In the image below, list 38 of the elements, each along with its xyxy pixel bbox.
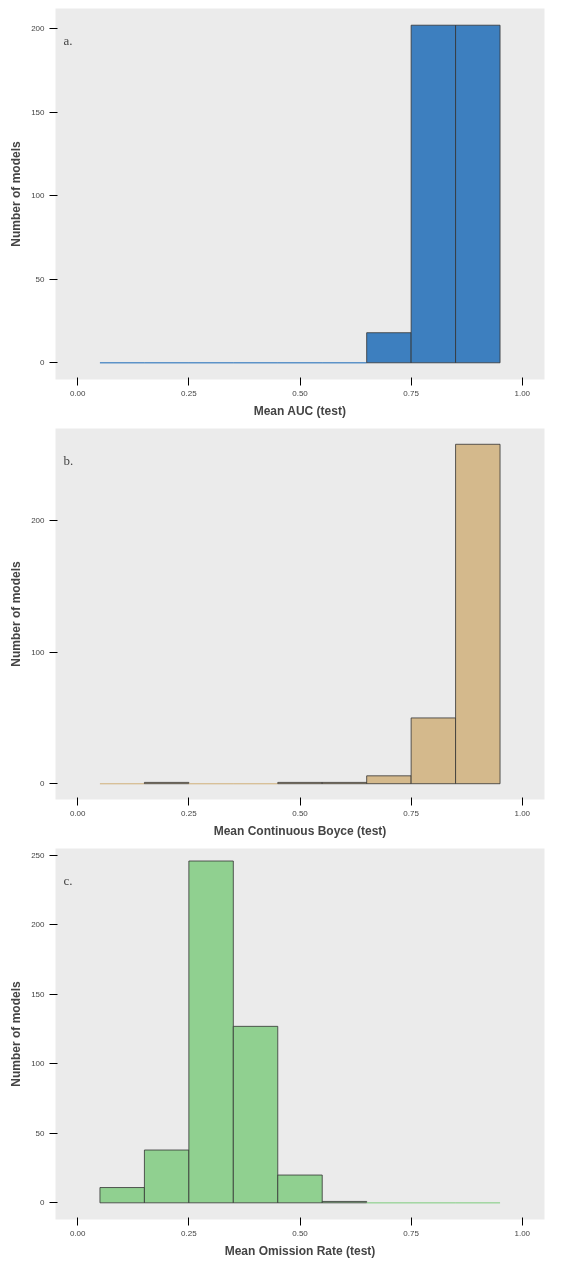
x-tick-label: 0.25 <box>181 388 198 398</box>
x-tick-label: 0.50 <box>292 808 309 818</box>
y-tick-label: 100 <box>31 647 46 657</box>
x-tick-label: 0.75 <box>403 808 420 818</box>
y-tick-label: 50 <box>35 1128 46 1138</box>
y-tick-label: 150 <box>31 989 46 999</box>
y-tick-label: 50 <box>35 274 46 284</box>
y-tick-label: 100 <box>31 191 46 201</box>
x-tick-label: 0.50 <box>292 388 309 398</box>
x-axis-title: Mean Continuous Boyce (test) <box>213 823 387 838</box>
y-axis-title: Number of models <box>9 561 24 667</box>
x-tick-label: 0.00 <box>69 1228 87 1238</box>
y-axis-title: Number of models <box>9 141 24 247</box>
x-tick-label: 1.00 <box>514 388 531 398</box>
y-tick-label: 200 <box>31 516 46 526</box>
y-tick-label: 0 <box>40 358 46 368</box>
y-tick-label: 0 <box>40 779 46 789</box>
x-tick-label: 1.00 <box>514 1228 531 1238</box>
annotation: a. <box>63 32 73 48</box>
x-axis-title: Mean AUC (test) <box>253 403 346 418</box>
x-tick-label: 0.00 <box>69 808 87 818</box>
x-tick-label: 0.75 <box>403 1228 420 1238</box>
y-tick-label: 250 <box>31 850 46 860</box>
y-tick-label: 200 <box>31 920 46 930</box>
y-tick-label: 0 <box>40 1198 46 1208</box>
y-tick-label: 100 <box>31 1059 46 1069</box>
x-tick-label: 0.50 <box>292 1228 309 1238</box>
annotation: b. <box>63 452 74 468</box>
x-axis-title: Mean Omission Rate (test) <box>224 1243 376 1258</box>
x-tick-label: 0.25 <box>181 808 198 818</box>
x-tick-label: 0.75 <box>403 388 420 398</box>
y-tick-label: 150 <box>31 107 46 117</box>
annotation: c. <box>63 872 73 888</box>
x-tick-label: 1.00 <box>514 808 531 818</box>
y-tick-label: 200 <box>31 24 46 34</box>
y-axis-title: Number of models <box>9 981 24 1087</box>
x-tick-label: 0.25 <box>181 1228 198 1238</box>
x-tick-label: 0.00 <box>69 388 87 398</box>
